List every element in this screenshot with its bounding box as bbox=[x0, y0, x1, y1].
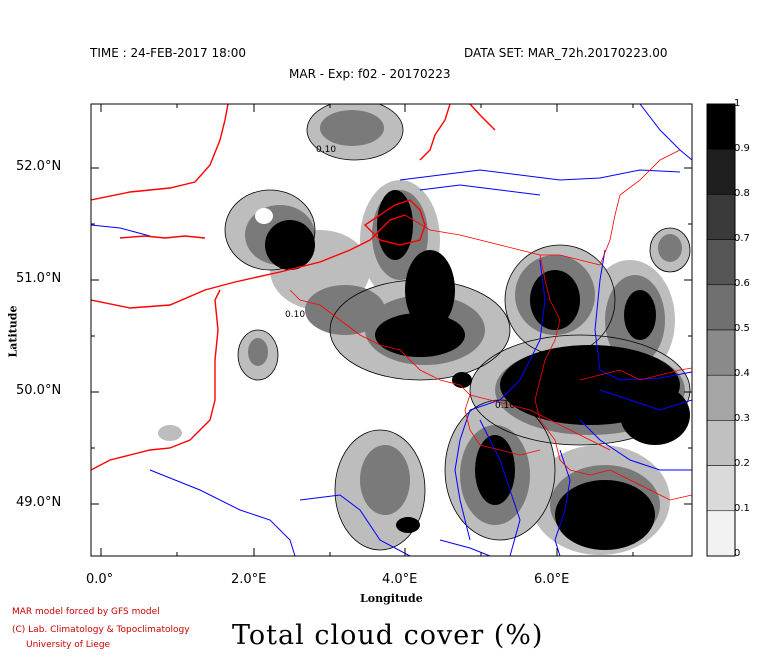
x-axis-label: Longitude bbox=[360, 592, 423, 605]
lat-tick-label: 49.0°N bbox=[16, 495, 62, 510]
credit-line-2: (C) Lab. Climatology & Topoclimatology bbox=[12, 625, 190, 635]
colorbar-segment bbox=[706, 103, 736, 150]
lon-tick-label: 4.0°E bbox=[382, 572, 418, 587]
lon-tick-label: 2.0°E bbox=[231, 572, 267, 587]
colorbar-segment bbox=[706, 194, 736, 240]
cloud-core-layer bbox=[265, 190, 690, 550]
contour-label: 0.10 bbox=[285, 310, 305, 320]
borders-layer bbox=[91, 104, 496, 471]
rivers-layer bbox=[91, 104, 692, 556]
contour-label: 0.10 bbox=[316, 145, 336, 155]
colorbar-segment bbox=[706, 239, 736, 286]
colorbar-segment bbox=[706, 329, 736, 376]
colorbar-frame bbox=[706, 103, 736, 557]
colorbar-label: 0.8 bbox=[734, 188, 750, 199]
colorbar-label: 0.9 bbox=[734, 143, 750, 154]
tick-marks bbox=[91, 104, 692, 556]
colorbar-label: 0 bbox=[734, 548, 741, 559]
colorbar-segment bbox=[706, 510, 736, 557]
colorbar-segment bbox=[706, 148, 736, 195]
colorbar-label: 0.4 bbox=[734, 368, 750, 379]
contour-label: 0.10 bbox=[495, 401, 515, 411]
dataset-label: DATA SET: MAR_72h.20170223.00 bbox=[464, 46, 668, 60]
colorbar bbox=[706, 103, 736, 557]
credit-line-3: University of Liege bbox=[26, 640, 111, 650]
lat-tick-label: 52.0°N bbox=[16, 159, 62, 174]
colorbar-segment bbox=[706, 465, 736, 512]
clear-patch bbox=[255, 208, 273, 224]
lon-tick-label: 6.0°E bbox=[534, 572, 570, 587]
colorbar-label: 0.6 bbox=[734, 278, 750, 289]
colorbar-label: 0.7 bbox=[734, 233, 750, 244]
colorbar-label: 0.2 bbox=[734, 458, 750, 469]
colorbar-label: 1 bbox=[734, 98, 741, 109]
lat-tick-label: 50.0°N bbox=[16, 383, 62, 398]
colorbar-label: 0.5 bbox=[734, 323, 750, 334]
contour-lines bbox=[224, 104, 691, 551]
map-title: Total cloud cover (%) bbox=[232, 620, 544, 651]
lon-tick-label: 0.0° bbox=[86, 572, 114, 587]
y-axis-label: Latitude bbox=[6, 305, 20, 358]
colorbar-label: 0.1 bbox=[734, 503, 750, 514]
credit-line-1: MAR model forced by GFS model bbox=[12, 607, 160, 617]
experiment-label: MAR - Exp: f02 - 20170223 bbox=[289, 67, 451, 81]
colorbar-label: 0.3 bbox=[734, 413, 750, 424]
time-label: TIME : 24-FEB-2017 18:00 bbox=[90, 46, 247, 60]
inner-borders-layer bbox=[289, 149, 692, 501]
colorbar-segment bbox=[706, 284, 736, 331]
map-frame bbox=[90, 103, 693, 557]
colorbar-segment bbox=[706, 420, 736, 466]
colorbar-segment bbox=[706, 374, 736, 421]
lat-tick-label: 51.0°N bbox=[16, 271, 62, 286]
